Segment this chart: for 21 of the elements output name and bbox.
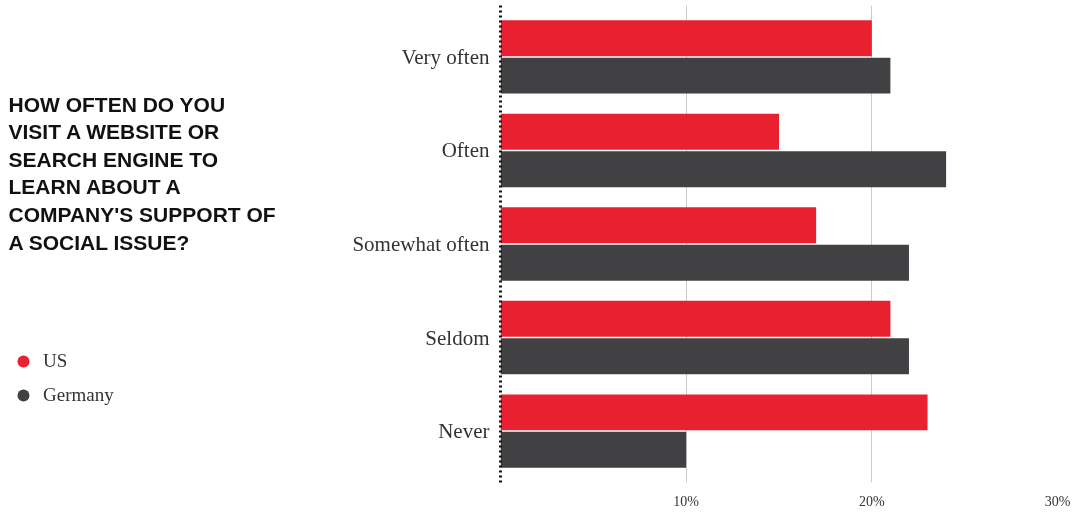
bar — [500, 20, 872, 57]
bar — [500, 207, 817, 244]
bar — [500, 394, 928, 431]
bar — [500, 244, 909, 281]
x-tick-label: 10% — [673, 493, 700, 509]
y-tick-label: Seldom — [425, 325, 490, 350]
bar — [500, 431, 687, 468]
y-tick-label: Somewhat often — [352, 232, 490, 256]
x-tick-label: 30% — [1044, 493, 1071, 509]
legend-label: US — [43, 350, 68, 372]
text: HOW OFTEN DO YOU VISIT A WEBSITE OR SEARCH ENGINE TO LEARN ABOUT A COMPANY'S SUPPORT OF A SOCIAL ISSUE? — [8, 92, 276, 254]
bar — [500, 151, 947, 188]
y-tick-label: Never — [438, 419, 490, 444]
bar — [500, 113, 779, 150]
bar — [500, 300, 891, 337]
y-tick-label: Often — [441, 138, 490, 163]
x-tick-label: 20% — [859, 493, 885, 509]
bar — [500, 57, 891, 94]
y-tick-label: Very often — [401, 44, 490, 69]
bar — [500, 338, 909, 375]
legend-label: Germany — [43, 384, 114, 406]
